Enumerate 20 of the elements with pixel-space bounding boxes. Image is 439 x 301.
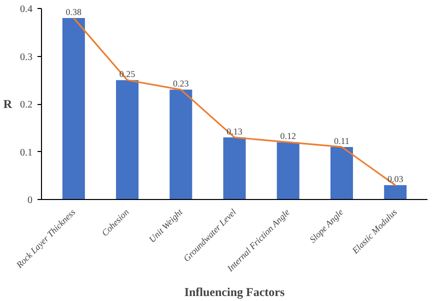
data-label: 0.23 bbox=[173, 78, 190, 89]
bar bbox=[384, 185, 407, 200]
bar bbox=[223, 137, 246, 200]
bar bbox=[330, 146, 353, 200]
data-label: 0.03 bbox=[387, 174, 404, 184]
bar bbox=[170, 90, 192, 200]
y-tick-label: 0 bbox=[28, 195, 32, 206]
y-axis-title: R bbox=[3, 97, 12, 111]
bar bbox=[116, 80, 139, 200]
data-label: 0.38 bbox=[66, 7, 82, 18]
bar bbox=[62, 18, 85, 200]
y-tick-label: 0.4 bbox=[20, 4, 32, 15]
y-tick-label: 0.3 bbox=[20, 52, 32, 63]
y-tick-label: 0.1 bbox=[20, 147, 32, 158]
bar bbox=[276, 142, 300, 200]
x-axis-title: Influencing Factors bbox=[184, 284, 285, 299]
data-label: 0.13 bbox=[226, 126, 243, 136]
y-tick-label: 0.2 bbox=[20, 100, 32, 110]
data-label: 0.11 bbox=[334, 136, 350, 146]
data-label: 0.12 bbox=[280, 131, 296, 142]
